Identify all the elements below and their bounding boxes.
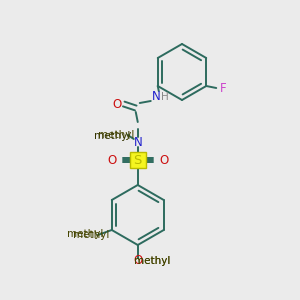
Text: methyl: methyl xyxy=(134,256,170,266)
Text: methyl: methyl xyxy=(94,131,130,141)
Text: F: F xyxy=(220,82,226,94)
Text: O: O xyxy=(107,154,116,166)
Text: methyl: methyl xyxy=(134,256,170,266)
Text: N: N xyxy=(134,136,142,148)
Text: N: N xyxy=(152,89,160,103)
Text: O: O xyxy=(159,154,168,166)
FancyBboxPatch shape xyxy=(130,152,146,168)
Text: S: S xyxy=(134,154,142,166)
Text: H: H xyxy=(161,92,169,102)
Text: O: O xyxy=(133,254,142,268)
Text: methyl: methyl xyxy=(98,130,134,140)
Text: O: O xyxy=(112,98,122,110)
Text: methyl: methyl xyxy=(73,230,109,240)
Text: methyl: methyl xyxy=(67,229,103,239)
